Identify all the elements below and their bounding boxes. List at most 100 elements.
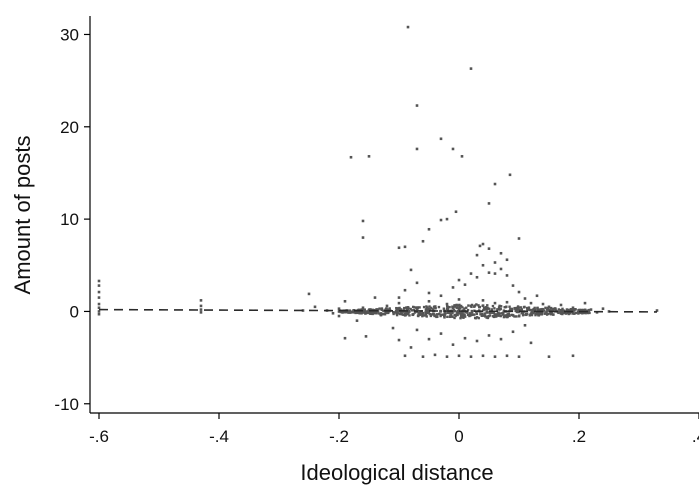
data-point [589,308,593,311]
data-point [433,314,436,317]
data-point [348,309,352,312]
data-point [352,309,355,312]
data-point [517,290,521,294]
data-point [461,311,464,315]
data-point [531,308,534,312]
data-point [475,312,479,316]
data-point [487,271,491,274]
data-point [549,313,553,316]
data-point [403,245,407,249]
data-point [544,306,547,310]
data-point [363,310,367,313]
data-point [485,308,488,311]
data-point [398,308,401,311]
data-point [505,354,509,358]
data-point [97,310,101,313]
data-point [548,308,551,312]
data-point [487,334,491,337]
data-point [493,261,497,264]
data-point [446,311,450,315]
data-point [469,272,473,275]
data-point [426,308,430,312]
data-point [470,311,474,314]
data-point [459,316,462,320]
data-point [439,332,443,335]
data-point [375,312,378,315]
data-point [517,237,521,240]
data-point [469,67,473,70]
data-point [418,306,421,309]
data-point [557,311,560,315]
data-point [430,306,433,310]
data-point [471,313,474,317]
data-point [373,296,377,299]
data-point [457,354,461,358]
data-point [571,308,574,311]
data-point [569,307,572,311]
data-point [539,313,542,316]
data-point [448,311,451,315]
data-point [361,306,365,310]
data-point [355,319,359,322]
data-point [431,308,435,311]
x-tick-label: -.4 [209,427,229,446]
data-point [363,308,366,311]
data-point [470,305,473,309]
data-point [459,315,463,319]
data-point [451,147,455,151]
data-point [655,309,659,312]
data-point [409,307,412,311]
data-point [547,355,551,358]
data-point [427,337,431,341]
data-point [574,311,578,315]
data-point [510,309,514,312]
data-point [478,305,481,309]
data-point [481,354,485,358]
data-point [511,314,515,317]
data-point [361,219,365,223]
data-point [446,305,449,308]
data-point [445,217,449,221]
data-point [515,310,519,314]
data-point [485,310,489,314]
data-point [528,308,531,311]
data-point [463,315,467,318]
data-point [430,313,433,316]
data-point [578,308,581,312]
data-point [385,307,388,310]
data-point [421,239,425,243]
x-tick-label: -.2 [329,427,349,446]
data-point [493,301,497,305]
data-point [458,303,461,307]
data-point [453,313,456,317]
data-point [395,312,398,316]
data-point [470,310,474,313]
data-point [455,306,458,309]
data-point [405,311,408,314]
data-point [439,218,443,222]
data-point [567,312,570,316]
x-tick-label: .2 [572,427,586,446]
data-point [493,313,496,316]
data-point [412,312,415,316]
data-point [432,312,435,316]
data-point [97,296,101,299]
data-point [378,307,381,310]
data-point [503,315,507,318]
data-point [559,308,562,312]
data-point [481,314,484,317]
data-point [507,312,511,315]
y-tick-label: 30 [60,25,79,44]
data-point [487,307,491,310]
data-point [465,306,468,309]
data-point [401,313,405,316]
data-point [572,310,575,314]
data-point [536,308,540,311]
data-point [481,263,485,267]
data-point [499,314,502,318]
data-point [457,310,460,313]
data-point [445,355,449,358]
data-point [535,294,539,298]
data-point [421,311,425,315]
data-point [415,307,419,311]
